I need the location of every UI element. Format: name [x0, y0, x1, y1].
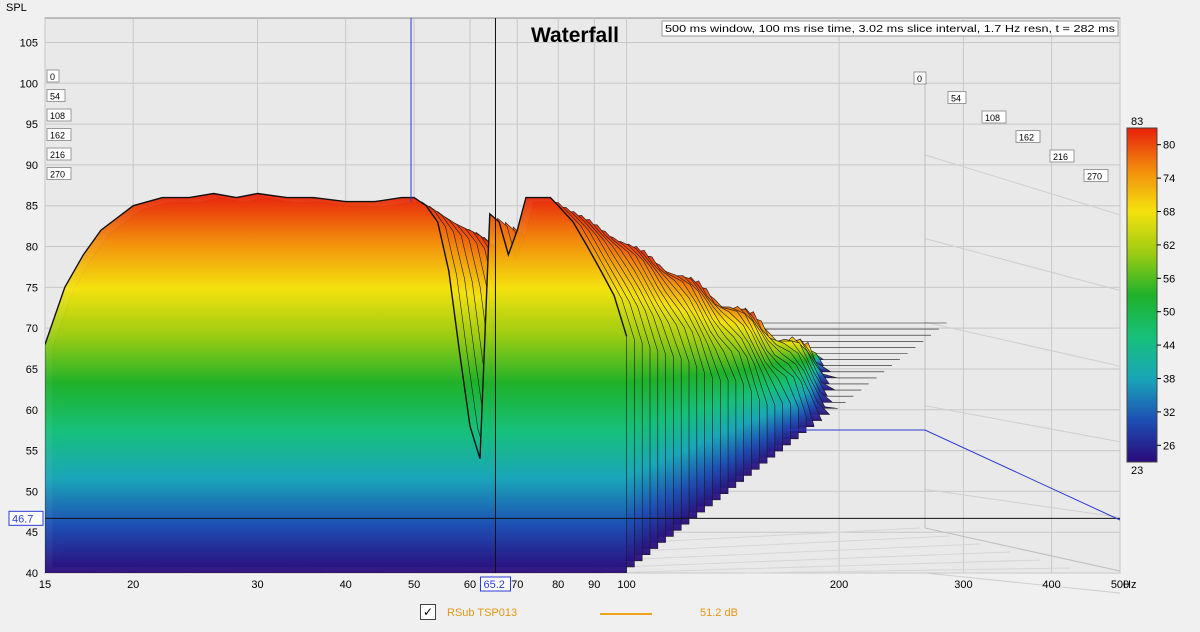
time-slice-label-back: 162 [1019, 133, 1034, 143]
colorbar-ramp [1126, 127, 1158, 463]
time-slice-label-front: 108 [50, 111, 65, 121]
legend: ✓ RSub TSP013 51.2 dB [0, 602, 1200, 628]
y-tick-label: 105 [20, 37, 38, 49]
time-label-box [981, 110, 1007, 124]
time-slice-label-front: 0 [50, 72, 55, 82]
time-label-box [947, 91, 967, 104]
perspective-line [924, 405, 1121, 443]
time-label-box [46, 167, 72, 180]
y-tick-label: 70 [26, 323, 38, 335]
time-slice-label-back: 270 [1087, 172, 1102, 182]
spl-readout-box [8, 510, 44, 526]
y-axis: 40 45 50 55 60 65 70 75 80 85 90 95 100 105 [20, 37, 38, 580]
perspective-line [924, 321, 1121, 367]
perspective-line [924, 238, 1121, 292]
time-slice-labels: 0 0 54 54 108 108 162 162 216 216 270 270 [46, 69, 1109, 182]
time-label-box [46, 108, 72, 122]
y-tick-label: 90 [26, 160, 38, 172]
y-tick-label: 65 [26, 364, 38, 376]
y-tick-label: 100 [20, 78, 38, 90]
spl-readout: 46.7 [12, 513, 33, 525]
y-tick-label: 50 [26, 486, 38, 498]
time-slice-label-front: 216 [50, 150, 65, 160]
floor-grid-line [744, 567, 1071, 574]
waterfall-slice [45, 193, 627, 573]
freq-readout: 65.2 [483, 579, 504, 591]
x-tick-label: 200 [830, 579, 848, 591]
colorbar-tick-label: 50 [1163, 307, 1175, 319]
legend-checkbox[interactable]: ✓ [420, 604, 436, 620]
time-label-box [46, 69, 60, 83]
cursors[interactable]: 46.7 65.2 [8, 18, 1121, 592]
time-label-box [1083, 169, 1109, 182]
colorbar-max-label: 83 [1131, 116, 1143, 128]
legend-value: 51.2 dB [700, 607, 738, 619]
y-tick-label: 95 [26, 119, 38, 131]
colorbar-min-label: 23 [1131, 465, 1143, 477]
x-tick-label: 300 [954, 579, 972, 591]
front-slice-line [45, 192, 628, 459]
colorbar-tick-label: 80 [1163, 140, 1175, 152]
x-tick-label: 80 [552, 579, 564, 591]
time-label-box [1015, 130, 1041, 143]
colorbar-tick-label: 44 [1163, 340, 1175, 352]
freq-readout-box [479, 576, 511, 592]
colorbar-tick-label: 32 [1163, 407, 1175, 419]
x-tick-label: 500 [1111, 579, 1129, 591]
time-label-box [913, 71, 927, 85]
y-tick-label: 40 [26, 568, 38, 580]
x-tick-label: 100 [617, 579, 635, 591]
info-box [661, 20, 1119, 37]
legend-line-swatch [600, 613, 652, 615]
y-tick-label: 75 [26, 282, 38, 294]
colorbar-tick-label: 26 [1163, 440, 1175, 452]
x-tick-label: 40 [340, 579, 352, 591]
perspective-line [924, 572, 1121, 594]
floor-grid-line [604, 559, 1041, 574]
y-tick-label: 60 [26, 405, 38, 417]
y-tick-label: 85 [26, 201, 38, 213]
colorbar-tick-label: 38 [1163, 374, 1175, 386]
time-label-box [46, 147, 72, 161]
x-tick-label: 60 [464, 579, 476, 591]
y-tick-label: 45 [26, 527, 38, 539]
x-tick-label: 90 [588, 579, 600, 591]
x-unit-label: Hz [1123, 579, 1136, 591]
chart-title: Waterfall [531, 24, 619, 47]
blue-floor-marker [789, 429, 1121, 521]
time-slice-label-back: 108 [985, 113, 1000, 123]
time-label-box [46, 128, 72, 141]
waterfall-slices [45, 192, 947, 573]
perspective-line [924, 488, 1121, 518]
x-tick-label: 15 [39, 579, 51, 591]
colorbar-tick-label: 56 [1163, 273, 1175, 285]
x-tick-label: 400 [1042, 579, 1060, 591]
y-tick-label: 80 [26, 242, 38, 254]
waterfall-chart: 46.765.2 404550556065707580859095100105 … [6, 2, 1175, 594]
x-tick-label: 70 [511, 579, 523, 591]
time-slice-label-front: 162 [50, 131, 65, 141]
time-label-box [46, 89, 66, 102]
x-tick-label: 20 [127, 579, 139, 591]
y-tick-label: 55 [26, 446, 38, 458]
info-text: 500 ms window, 100 ms rise time, 3.02 ms… [665, 23, 1115, 35]
x-tick-label: 30 [251, 579, 263, 591]
time-slice-label-back: 0 [917, 74, 922, 84]
time-slice-label-front: 54 [50, 92, 60, 102]
x-tick-label: 50 [408, 579, 420, 591]
colorbar-tick-label: 74 [1163, 173, 1175, 185]
colorbar-tick-label: 62 [1163, 240, 1175, 252]
time-label-box [1049, 149, 1075, 163]
legend-series-name[interactable]: RSub TSP013 [447, 607, 518, 619]
time-slice-label-back: 216 [1053, 152, 1068, 162]
time-slice-label-back: 54 [951, 94, 961, 104]
colorbar-tick-label: 68 [1163, 207, 1175, 219]
perspective-line [924, 154, 1121, 216]
time-slice-label-front: 270 [50, 170, 65, 180]
floor-edge [924, 527, 1121, 572]
y-axis-title: SPL [6, 2, 27, 14]
colorbar: 83 23 80 74 68 62 56 50 44 38 32 26 [1126, 116, 1175, 477]
